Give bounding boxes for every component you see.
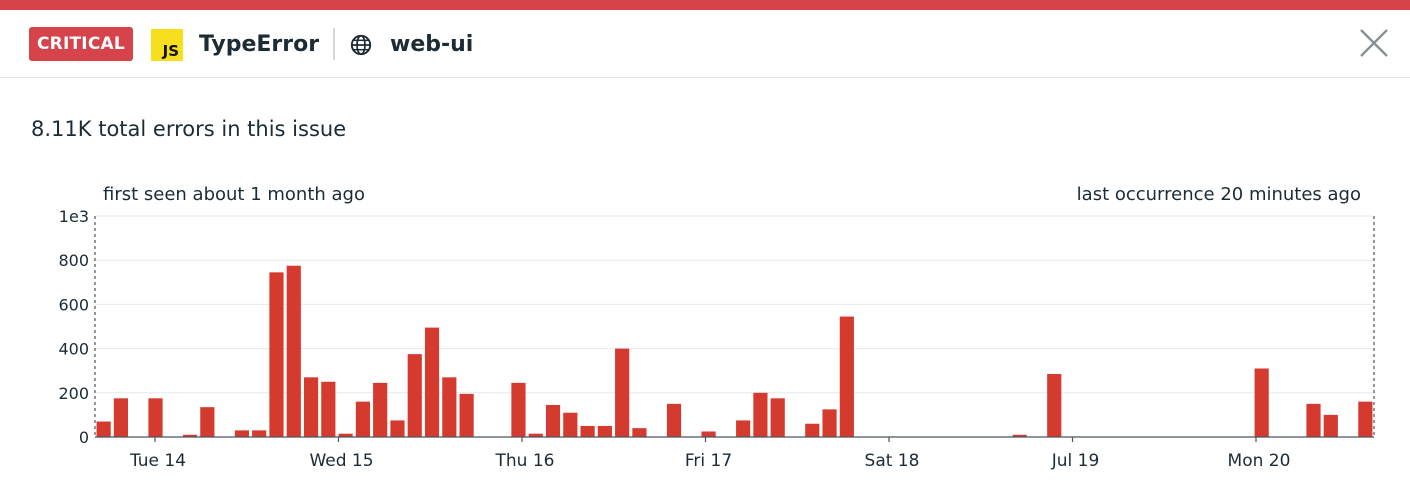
y-tick-label: 600 xyxy=(58,295,89,314)
close-icon[interactable] xyxy=(1356,25,1392,61)
x-tick-label: Fri 17 xyxy=(685,451,732,471)
histogram-bar xyxy=(822,409,836,437)
histogram-bar xyxy=(252,430,266,437)
histogram-bar xyxy=(632,428,646,437)
histogram-bar xyxy=(304,377,318,437)
severity-top-bar xyxy=(0,0,1410,10)
histogram-bar xyxy=(356,402,370,437)
histogram-bar xyxy=(390,420,404,437)
histogram-bar xyxy=(1306,404,1320,437)
histogram-bar xyxy=(1047,374,1061,437)
histogram-bar xyxy=(287,266,301,437)
x-tick-label: Sat 18 xyxy=(865,451,920,471)
y-tick-label: 400 xyxy=(58,340,89,359)
histogram-bar xyxy=(1255,368,1269,437)
header-divider xyxy=(333,28,335,60)
histogram-bar xyxy=(511,383,525,437)
histogram-bar xyxy=(148,398,162,437)
total-errors-summary: 8.11K total errors in this issue xyxy=(31,117,346,141)
histogram-bar xyxy=(1324,415,1338,437)
histogram-bar xyxy=(581,426,595,437)
histogram-bar xyxy=(321,382,335,437)
x-tick-label: Jul 19 xyxy=(1051,451,1100,471)
histogram-bar xyxy=(615,349,629,437)
y-tick-label: 1e3 xyxy=(59,207,89,226)
last-occurrence-label: last occurrence 20 minutes ago xyxy=(1077,184,1361,205)
histogram-bar xyxy=(840,317,854,437)
histogram-bar xyxy=(701,431,715,437)
y-tick-label: 0 xyxy=(79,428,89,447)
x-tick-label: Tue 14 xyxy=(129,451,186,471)
histogram-bar xyxy=(1358,402,1372,437)
severity-badge: CRITICAL xyxy=(29,27,133,61)
histogram-bar xyxy=(805,424,819,437)
histogram-bar xyxy=(667,404,681,437)
histogram-bar xyxy=(563,413,577,437)
x-tick-label: Wed 15 xyxy=(309,451,373,471)
histogram-bar xyxy=(114,398,128,437)
histogram-bar xyxy=(425,328,439,437)
errors-histogram: first seen about 1 month ago last occurr… xyxy=(0,170,1410,480)
histogram-bar xyxy=(373,383,387,437)
javascript-icon: JS xyxy=(151,29,183,61)
first-seen-label: first seen about 1 month ago xyxy=(103,184,365,205)
histogram-bar xyxy=(408,354,422,437)
x-tick-label: Mon 20 xyxy=(1228,451,1291,471)
histogram-bar xyxy=(771,398,785,437)
histogram-bar xyxy=(598,426,612,437)
histogram-bar xyxy=(97,422,111,437)
service-name: web-ui xyxy=(390,29,473,61)
globe-icon xyxy=(350,34,372,56)
y-tick-label: 200 xyxy=(58,384,89,403)
x-tick-label: Thu 16 xyxy=(495,451,555,471)
histogram-bar xyxy=(546,405,560,437)
issue-header: CRITICAL JS TypeError web-ui xyxy=(0,10,1410,78)
error-type-title: TypeError xyxy=(199,29,319,61)
histogram-bar xyxy=(442,377,456,437)
histogram-bar xyxy=(200,407,214,437)
histogram-bar xyxy=(736,420,750,437)
histogram-bar xyxy=(269,272,283,437)
histogram-bar xyxy=(753,393,767,437)
histogram-bar xyxy=(460,394,474,437)
y-tick-label: 800 xyxy=(58,251,89,270)
histogram-bar xyxy=(235,430,249,437)
